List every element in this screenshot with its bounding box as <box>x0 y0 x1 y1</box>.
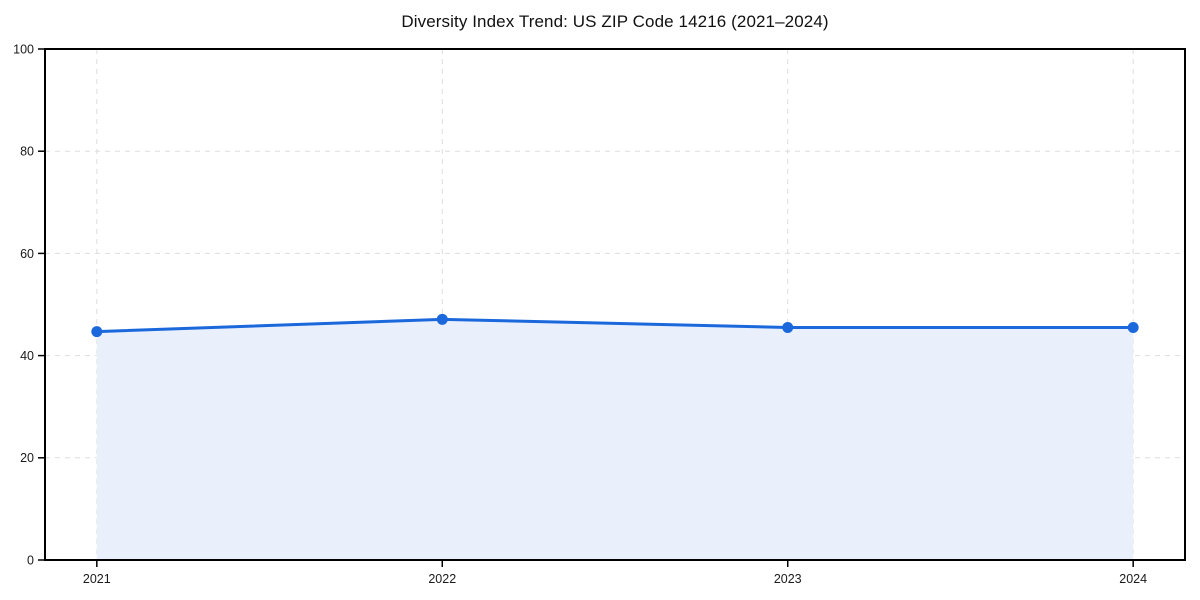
x-tick-label: 2022 <box>428 572 456 586</box>
x-tick-label: 2023 <box>774 572 802 586</box>
x-tick-label: 2024 <box>1119 572 1147 586</box>
data-point-2021 <box>91 326 103 338</box>
data-point-2022 <box>436 313 448 325</box>
y-tick-label: 60 <box>20 247 34 261</box>
y-tick-label: 20 <box>20 451 34 465</box>
trend-line <box>95 317 1135 334</box>
area-fill <box>96 319 1134 560</box>
chart-title: Diversity Index Trend: US ZIP Code 14216… <box>401 12 829 31</box>
plot-border <box>44 48 1186 561</box>
data-point-2024 <box>1127 321 1139 333</box>
y-tick-label: 100 <box>13 42 34 56</box>
y-tick-label: 0 <box>27 553 34 567</box>
y-tick-label: 40 <box>20 349 34 363</box>
x-tick-label: 2021 <box>83 572 111 586</box>
y-tick-label: 80 <box>20 145 34 159</box>
data-point-2023 <box>782 321 794 333</box>
